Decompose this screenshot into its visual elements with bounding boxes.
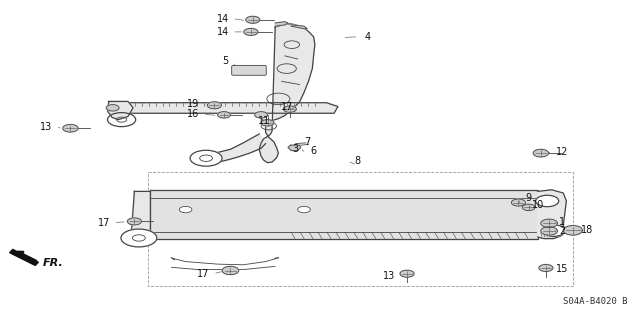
Text: 14: 14: [216, 27, 229, 37]
Polygon shape: [108, 101, 133, 120]
Circle shape: [190, 150, 222, 166]
FancyBboxPatch shape: [232, 65, 266, 75]
Circle shape: [207, 102, 221, 109]
Circle shape: [106, 105, 119, 111]
Polygon shape: [116, 103, 338, 113]
Circle shape: [542, 225, 565, 236]
Circle shape: [121, 229, 157, 247]
Text: 1: 1: [559, 217, 565, 227]
Text: 6: 6: [310, 146, 317, 156]
Circle shape: [541, 227, 557, 235]
Circle shape: [400, 270, 414, 277]
Text: 13: 13: [383, 271, 396, 281]
Polygon shape: [204, 134, 266, 163]
Text: 11: 11: [257, 115, 270, 126]
Circle shape: [255, 112, 268, 118]
Circle shape: [536, 195, 559, 207]
Text: 7: 7: [304, 137, 310, 147]
Circle shape: [108, 113, 136, 127]
Text: 3: 3: [292, 144, 299, 154]
Text: S04A-B4020 B: S04A-B4020 B: [563, 297, 627, 306]
Polygon shape: [288, 145, 301, 151]
Polygon shape: [259, 24, 315, 163]
Text: 13: 13: [40, 122, 52, 132]
Circle shape: [127, 218, 141, 225]
Polygon shape: [150, 190, 538, 239]
Circle shape: [298, 206, 310, 213]
Circle shape: [522, 204, 535, 211]
Circle shape: [63, 124, 78, 132]
Circle shape: [563, 226, 582, 235]
Circle shape: [541, 219, 557, 227]
Text: 19: 19: [187, 99, 200, 109]
Text: 14: 14: [216, 13, 229, 24]
Text: 2: 2: [559, 226, 565, 236]
Circle shape: [218, 112, 230, 118]
Text: 5: 5: [222, 56, 228, 66]
Text: 17: 17: [97, 218, 110, 228]
Circle shape: [179, 206, 192, 213]
Text: 8: 8: [354, 156, 360, 166]
Circle shape: [244, 28, 258, 35]
Text: 9: 9: [525, 193, 531, 204]
Circle shape: [284, 106, 296, 112]
Polygon shape: [275, 22, 288, 26]
Circle shape: [511, 199, 525, 206]
Text: 17: 17: [197, 269, 210, 279]
Text: 17: 17: [280, 102, 293, 112]
Text: 15: 15: [556, 263, 568, 274]
Polygon shape: [10, 249, 38, 265]
Polygon shape: [538, 190, 566, 239]
Text: 16: 16: [187, 109, 200, 119]
Polygon shape: [291, 25, 307, 29]
Text: 18: 18: [581, 225, 594, 235]
Circle shape: [261, 120, 274, 126]
Circle shape: [246, 16, 260, 23]
Text: 10: 10: [531, 200, 544, 210]
Circle shape: [222, 266, 239, 275]
Text: FR.: FR.: [43, 258, 63, 268]
Text: 12: 12: [556, 146, 568, 157]
Text: 4: 4: [365, 32, 371, 42]
Polygon shape: [131, 191, 150, 242]
Circle shape: [539, 264, 553, 271]
Circle shape: [533, 149, 548, 157]
